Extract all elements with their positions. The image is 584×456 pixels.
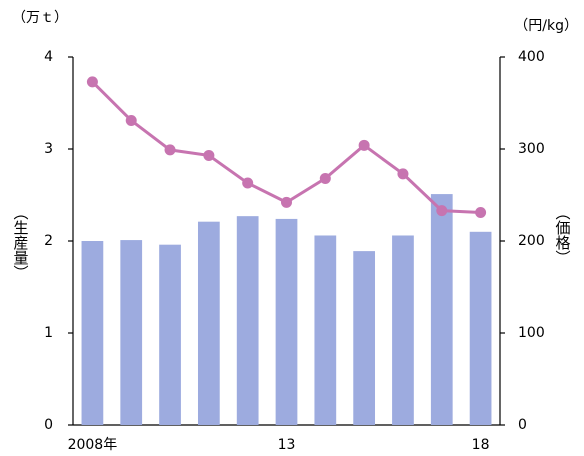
bar xyxy=(275,218,298,425)
price-point xyxy=(86,76,98,88)
y2-tick-label: 200 xyxy=(518,233,545,249)
price-point xyxy=(242,177,254,189)
bar xyxy=(469,231,492,425)
bar xyxy=(159,244,181,425)
price-point xyxy=(203,149,215,161)
y2-unit: （円/kg） xyxy=(514,18,578,34)
y-tick-label: 4 xyxy=(44,49,53,65)
y-tick-label: 1 xyxy=(44,325,53,341)
y2-tick-label: 300 xyxy=(518,141,545,157)
y-unit: （万ｔ） xyxy=(12,10,68,26)
bar xyxy=(392,235,414,425)
x-tick-label: 2008年 xyxy=(68,437,118,453)
y-tick-label: 2 xyxy=(44,233,53,249)
price-point xyxy=(164,144,176,156)
x-tick-label: 18 xyxy=(472,437,490,453)
price-line xyxy=(91,80,481,214)
bar xyxy=(197,221,220,425)
bar xyxy=(120,240,143,425)
y2-tick-label: 400 xyxy=(518,49,545,65)
y2-axis-title: （価格） xyxy=(554,205,572,265)
price-point xyxy=(281,196,292,208)
price-point xyxy=(475,206,487,218)
bar xyxy=(314,235,337,425)
bar xyxy=(353,251,376,425)
bar xyxy=(430,194,453,425)
price-point xyxy=(436,205,448,217)
y-tick-label: 3 xyxy=(44,141,53,157)
price-point xyxy=(319,172,331,184)
price-point xyxy=(125,114,137,126)
y-axis-title: （生産量） xyxy=(12,205,30,280)
price-point xyxy=(358,139,370,151)
x-tick-label: 13 xyxy=(278,437,296,453)
bar xyxy=(236,216,259,425)
y2-tick-label: 100 xyxy=(518,325,545,341)
y2-tick-label: 0 xyxy=(518,417,527,433)
price-point xyxy=(397,168,409,180)
y-tick-label: 0 xyxy=(44,417,53,433)
bar xyxy=(81,241,104,425)
